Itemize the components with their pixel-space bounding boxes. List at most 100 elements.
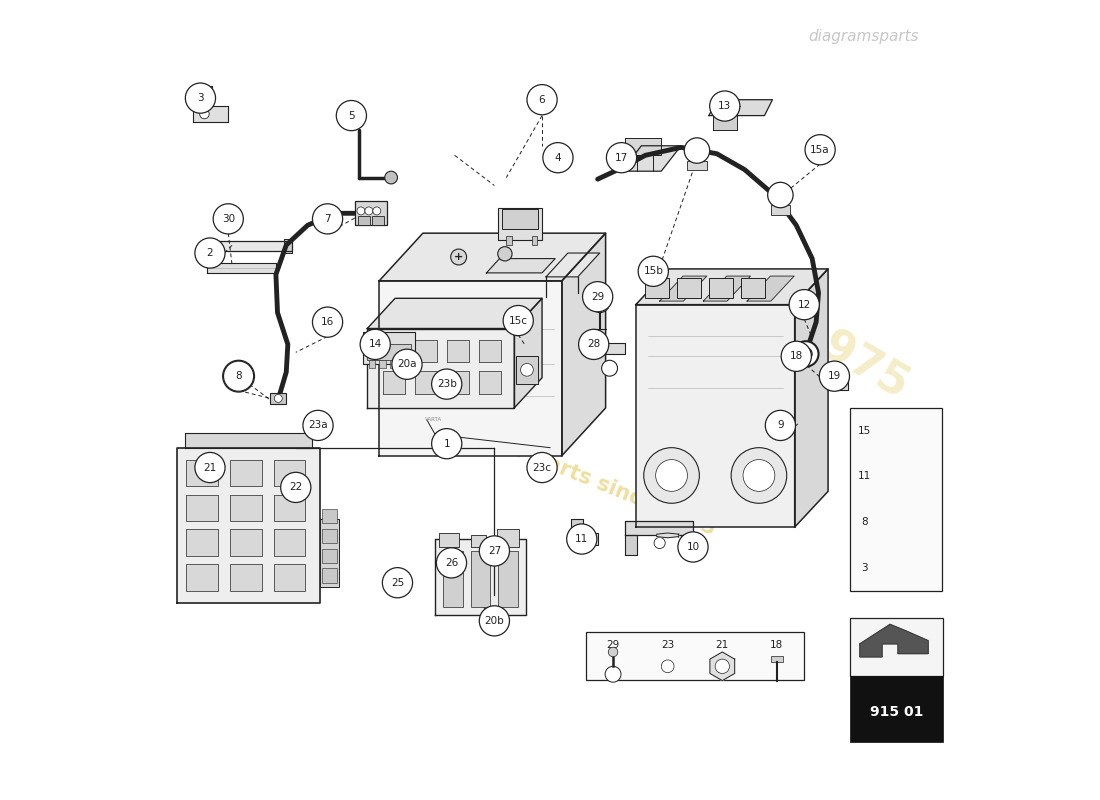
Text: 12: 12 [798,300,811,310]
Circle shape [223,361,254,391]
Bar [355,202,387,226]
Polygon shape [681,535,693,555]
Bar [358,216,370,226]
Circle shape [392,349,422,379]
Polygon shape [703,276,750,301]
Circle shape [800,347,812,360]
Polygon shape [832,370,844,380]
Circle shape [638,256,669,286]
Text: 18: 18 [790,351,803,362]
Polygon shape [185,434,311,448]
Bar [516,356,538,384]
Circle shape [480,536,509,566]
Circle shape [656,459,688,491]
Bar [471,535,486,547]
Circle shape [385,171,397,184]
Bar [678,278,701,298]
Circle shape [222,360,254,392]
Bar [498,208,542,239]
Polygon shape [192,106,229,122]
Text: 21: 21 [716,640,729,650]
Text: 1975: 1975 [788,310,916,410]
Text: 14: 14 [368,339,382,350]
Circle shape [360,330,390,359]
Bar [230,530,262,556]
Polygon shape [708,100,772,115]
Circle shape [312,307,343,338]
Text: 13: 13 [718,101,732,111]
Polygon shape [434,539,526,614]
Circle shape [781,342,812,371]
Bar [230,494,262,521]
Polygon shape [828,378,848,390]
Text: 23a: 23a [308,421,328,430]
Polygon shape [636,269,828,305]
Polygon shape [562,233,606,456]
Circle shape [200,110,209,118]
Bar [531,235,537,245]
Bar [503,210,538,229]
Bar [850,677,944,742]
Circle shape [527,453,558,482]
Polygon shape [197,86,212,106]
Text: 915 01: 915 01 [870,706,924,719]
Bar [415,371,437,394]
Circle shape [566,524,597,554]
Circle shape [437,548,466,578]
Polygon shape [207,263,276,273]
Bar [478,340,500,362]
Text: 7: 7 [324,214,331,224]
Circle shape [195,453,226,482]
Bar [186,565,218,590]
Bar [447,340,469,362]
Text: 23c: 23c [532,462,551,473]
Polygon shape [860,624,928,657]
Text: 26: 26 [444,558,458,568]
Polygon shape [582,342,626,354]
Circle shape [605,666,621,682]
Polygon shape [572,534,597,545]
Bar [771,656,783,662]
Circle shape [602,360,617,376]
Circle shape [654,538,666,549]
Polygon shape [747,276,794,301]
Circle shape [383,568,412,598]
Text: 15a: 15a [811,145,829,154]
Circle shape [431,429,462,458]
Bar [383,340,406,362]
Circle shape [805,134,835,165]
Circle shape [684,138,710,163]
Bar [320,519,340,586]
Polygon shape [572,519,583,535]
Bar [372,216,384,226]
Circle shape [744,459,774,491]
Circle shape [337,101,366,130]
Bar [379,360,386,368]
Bar [442,551,463,606]
Text: 28: 28 [587,339,601,350]
Bar [186,530,218,556]
Polygon shape [205,241,292,250]
Text: 22: 22 [289,482,302,492]
Circle shape [543,142,573,173]
Polygon shape [546,253,600,277]
Polygon shape [379,233,606,281]
Circle shape [520,363,534,376]
Bar [646,278,669,298]
Bar [367,344,411,360]
Text: 19: 19 [828,371,842,381]
Text: 23: 23 [661,640,674,650]
Polygon shape [713,114,737,130]
Text: 9: 9 [777,421,783,430]
Text: 10: 10 [686,542,700,552]
Circle shape [451,249,466,265]
Text: 15b: 15b [644,266,663,276]
Bar [850,618,944,677]
Text: 23b: 23b [437,379,456,389]
Bar [471,551,491,606]
Circle shape [786,346,806,366]
Bar [230,565,262,590]
Circle shape [789,290,820,320]
Circle shape [820,361,849,391]
Bar [586,632,804,680]
